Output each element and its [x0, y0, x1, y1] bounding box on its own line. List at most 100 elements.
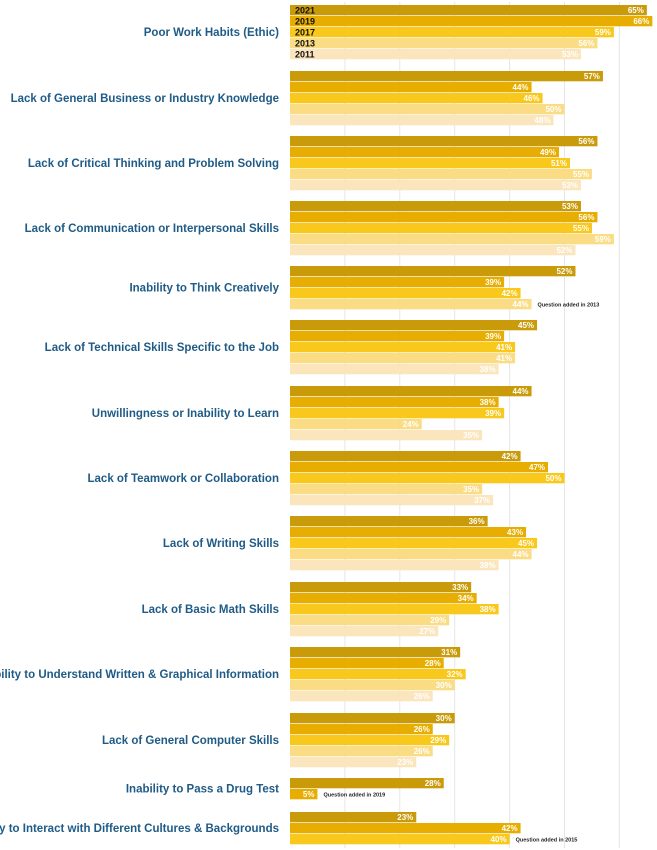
bar-2019: [290, 593, 477, 604]
bar-2019: [290, 658, 444, 669]
bar-2013: [290, 234, 614, 245]
value-label: 44%: [513, 387, 529, 396]
bar-2017: [290, 538, 538, 549]
bar-2011: [290, 115, 554, 126]
bar-2011: [290, 364, 499, 375]
bar-2021: [290, 5, 647, 16]
value-label: 45%: [518, 539, 534, 548]
value-label: 37%: [474, 496, 490, 505]
bar-2019: [290, 823, 521, 834]
value-label: 31%: [441, 648, 457, 657]
bar-2011: [290, 691, 433, 702]
value-label: 66%: [633, 17, 649, 26]
value-label: 28%: [425, 779, 441, 788]
value-label: 55%: [573, 224, 589, 233]
bar-2021: [290, 386, 532, 397]
category-label: Lack of Critical Thinking and Problem So…: [28, 158, 279, 170]
bar-2011: [290, 245, 576, 256]
bar-2017: [290, 93, 543, 104]
bar-2019: [290, 789, 318, 800]
value-label: 28%: [425, 659, 441, 668]
value-label: 39%: [485, 332, 501, 341]
bar-2017: [290, 834, 510, 845]
value-label: 56%: [578, 213, 594, 222]
bar-2011: [290, 180, 581, 191]
bar-2017: [290, 669, 466, 680]
value-label: 47%: [529, 463, 545, 472]
value-label: 59%: [595, 235, 611, 244]
value-label: 42%: [502, 452, 518, 461]
bar-2021: [290, 201, 581, 212]
value-label: 23%: [397, 813, 413, 822]
value-label: 33%: [452, 583, 468, 592]
bar-2019: [290, 331, 505, 342]
value-label: 56%: [578, 137, 594, 146]
bar-2019: [290, 724, 433, 735]
bar-2017: [290, 27, 614, 38]
legend-2013: 2013: [295, 38, 315, 48]
value-label: 50%: [545, 105, 561, 114]
category-label: Lack of Communication or Interpersonal S…: [25, 223, 279, 235]
value-label: 55%: [573, 170, 589, 179]
annotation-note: Question added in 2013: [538, 302, 600, 308]
value-label: 44%: [513, 550, 529, 559]
value-label: 43%: [507, 528, 523, 537]
value-label: 29%: [430, 616, 446, 625]
category-label: Lack of Writing Skills: [163, 538, 279, 550]
bar-2019: [290, 147, 560, 158]
bar-2011: [290, 49, 581, 60]
value-label: 23%: [397, 758, 413, 767]
value-label: 53%: [562, 181, 578, 190]
bar-2021: [290, 812, 417, 823]
value-label: 39%: [485, 278, 501, 287]
bar-2021: [290, 713, 455, 724]
bar-2017: [290, 223, 592, 234]
category-label: Lack of Technical Skills Specific to the…: [45, 342, 279, 354]
value-label: 57%: [584, 72, 600, 81]
value-label: 32%: [447, 670, 463, 679]
bar-2021: [290, 320, 538, 331]
value-label: 40%: [491, 835, 507, 844]
value-label: 56%: [578, 39, 594, 48]
bar-2019: [290, 277, 505, 288]
bar-2013: [290, 615, 450, 626]
category-label: Unwillingness or Inability to Learn: [92, 408, 279, 420]
value-label: 38%: [480, 605, 496, 614]
value-label: 30%: [436, 681, 452, 690]
category-label: Inability to Understand Written & Graphi…: [0, 669, 279, 681]
value-label: 38%: [480, 561, 496, 570]
legend-2019: 2019: [295, 16, 315, 26]
value-label: 49%: [540, 148, 556, 157]
category-label: Lack of General Business or Industry Kno…: [11, 93, 279, 105]
value-label: 35%: [463, 431, 479, 440]
bar-2011: [290, 560, 499, 571]
bar-2021: [290, 136, 598, 147]
value-label: 36%: [469, 517, 485, 526]
bar-2019: [290, 397, 499, 408]
bar-2019: [290, 212, 598, 223]
bar-2013: [290, 353, 516, 364]
bar-2017: [290, 473, 565, 484]
legend-2011: 2011: [295, 49, 315, 59]
value-label: 50%: [545, 474, 561, 483]
value-label: 59%: [595, 28, 611, 37]
bar-2013: [290, 549, 532, 560]
value-label: 41%: [496, 343, 512, 352]
bar-2013: [290, 746, 433, 757]
value-label: 26%: [414, 747, 430, 756]
value-label: 39%: [485, 409, 501, 418]
bar-2013: [290, 38, 598, 49]
value-label: 42%: [502, 824, 518, 833]
value-label: 5%: [303, 790, 315, 799]
bar-2019: [290, 527, 527, 538]
bar-2021: [290, 582, 472, 593]
category-label: Inability to Pass a Drug Test: [126, 784, 279, 796]
legend-2017: 2017: [295, 27, 315, 37]
bar-2021: [290, 778, 444, 789]
bar-2013: [290, 484, 483, 495]
value-label: 26%: [414, 725, 430, 734]
bar-2013: [290, 680, 455, 691]
value-label: 27%: [419, 627, 435, 636]
bar-2021: [290, 266, 576, 277]
